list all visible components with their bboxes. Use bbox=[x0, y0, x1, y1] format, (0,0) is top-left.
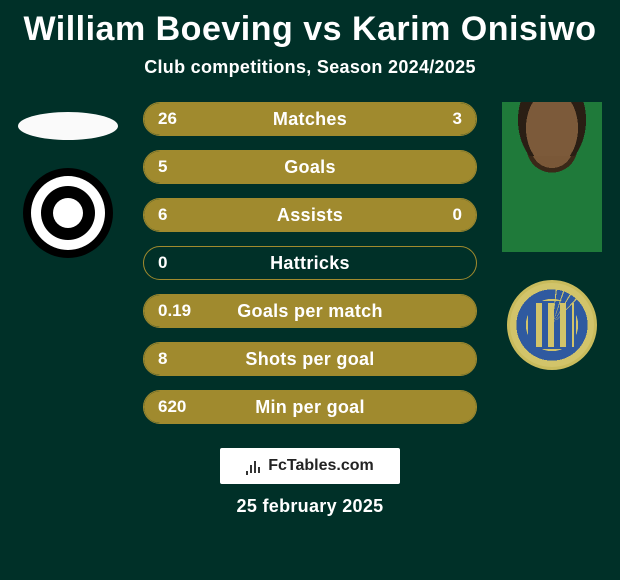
stat-row: 8Shots per goal bbox=[143, 342, 477, 376]
player-avatar-right bbox=[502, 102, 602, 252]
left-player-column bbox=[8, 102, 128, 258]
stat-row: 0.19Goals per match bbox=[143, 294, 477, 328]
stat-label: Goals per match bbox=[144, 301, 476, 322]
stats-list: 26Matches35Goals6Assists00Hattricks0.19G… bbox=[135, 102, 485, 424]
stat-row: 6Assists0 bbox=[143, 198, 477, 232]
date-label: 25 february 2025 bbox=[0, 496, 620, 517]
stat-value-right: 0 bbox=[416, 205, 476, 225]
comparison-card: William Boeving vs Karim Onisiwo Club co… bbox=[0, 0, 620, 580]
stat-label: Shots per goal bbox=[144, 349, 476, 370]
stat-label: Goals bbox=[144, 157, 476, 178]
stat-row: 620Min per goal bbox=[143, 390, 477, 424]
stat-label: Hattricks bbox=[144, 253, 476, 274]
player-avatar-left bbox=[18, 112, 118, 140]
club-logo-left bbox=[23, 168, 113, 258]
brand-text: FcTables.com bbox=[268, 457, 374, 475]
page-title: William Boeving vs Karim Onisiwo bbox=[0, 10, 620, 49]
stat-label: Min per goal bbox=[144, 397, 476, 418]
brand-badge: FcTables.com bbox=[220, 448, 400, 484]
chart-icon bbox=[246, 457, 264, 475]
main-row: 26Matches35Goals6Assists00Hattricks0.19G… bbox=[0, 102, 620, 424]
stat-value-right: 3 bbox=[416, 109, 476, 129]
club-logo-left-inner bbox=[53, 198, 83, 228]
subtitle: Club competitions, Season 2024/2025 bbox=[0, 57, 620, 78]
club-logo-right bbox=[507, 280, 597, 370]
stat-row: 26Matches3 bbox=[143, 102, 477, 136]
stat-row: 0Hattricks bbox=[143, 246, 477, 280]
right-player-column bbox=[492, 102, 612, 370]
stat-row: 5Goals bbox=[143, 150, 477, 184]
